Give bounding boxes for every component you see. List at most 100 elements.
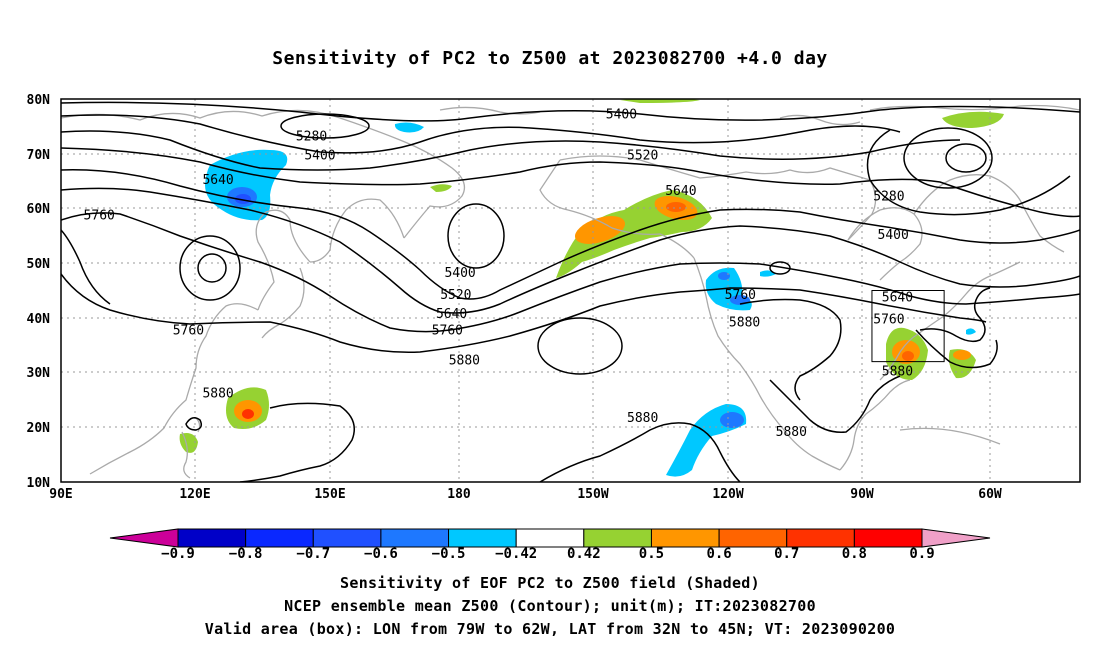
shade-blue-siberia	[205, 149, 288, 221]
z500-contours	[61, 101, 1080, 482]
shade-blue-arctic	[394, 122, 424, 133]
colorbar-tick-label: −0.7	[296, 546, 330, 562]
colorbar-swatch	[245, 528, 314, 548]
lat-label-80N: 80N	[27, 93, 51, 108]
contour-high-pacific	[537, 317, 623, 375]
shade-green-arctic	[620, 99, 700, 103]
contour-label: 5880	[627, 411, 658, 426]
shade-orange-alaska-1	[574, 216, 626, 244]
contour-line	[61, 273, 987, 354]
lat-label-50N: 50N	[27, 257, 51, 272]
contour-label: 5400	[606, 107, 637, 122]
contour-label: 5640	[882, 291, 913, 306]
coast-wus	[693, 257, 841, 471]
colorbar-tick-label: 0.6	[706, 546, 731, 562]
contour-labels: 5280 5400 5400 5520 5640 5640 5280 5400 5760 5400…	[84, 107, 914, 439]
colorbar-tick-label: 0.7	[774, 546, 799, 562]
contour-line	[769, 375, 901, 433]
lat-label-20N: 20N	[27, 421, 51, 436]
shade-red-atlantic	[902, 351, 914, 361]
chart-title: Sensitivity of PC2 to Z500 at 2023082700…	[272, 48, 828, 69]
colorbar-swatch	[853, 528, 923, 548]
coast-siberia-islands	[439, 106, 541, 115]
contour-line	[61, 169, 1080, 300]
coast-asia-north	[61, 109, 466, 239]
contour-high-asia-inner	[197, 253, 227, 283]
colorbar-swatch	[448, 528, 517, 548]
contour-line	[61, 187, 1080, 314]
colorbar-tick-label: −0.8	[229, 546, 263, 562]
caption-shading: Sensitivity of EOF PC2 to Z500 field (Sh…	[340, 574, 760, 592]
lon-label-180: 180	[447, 487, 471, 502]
valid-area-box	[871, 290, 945, 363]
colorbar-tick-label: 0.42	[567, 546, 601, 562]
contour-label: 5400	[304, 148, 335, 163]
coast-okhotsk	[255, 209, 311, 311]
coast-korea-china	[89, 303, 259, 475]
contour-line	[61, 147, 1080, 218]
shade-red-wpac	[242, 409, 254, 419]
contour-line	[866, 129, 1071, 216]
contour-high-asia	[179, 235, 241, 301]
lat-label-70N: 70N	[27, 148, 51, 163]
coast-alaska	[559, 155, 877, 241]
colorbar-tick-label: 0.9	[909, 546, 934, 562]
contour-label: 5760	[432, 324, 463, 339]
coast-hudson	[847, 207, 923, 281]
colorbar-tick-label: −0.6	[364, 546, 398, 562]
caption-valid-area: Valid area (box): LON from 79W to 62W, L…	[204, 620, 896, 638]
colorbar-high-triangle	[921, 528, 991, 548]
contour-label: 5880	[202, 386, 233, 401]
contour-label: 5280	[873, 189, 904, 204]
coast-greenland	[869, 104, 1080, 111]
contour-label: 5760	[725, 288, 756, 303]
contour-label: 5880	[882, 365, 913, 380]
contour-label: 5760	[84, 209, 115, 224]
contour-line	[61, 229, 111, 305]
contour-line	[919, 287, 991, 343]
colorbar-swatch	[177, 528, 247, 548]
contour-low-greenland	[903, 127, 993, 189]
colorbar-tick-label: −0.42	[495, 546, 537, 562]
colorbar-swatch	[650, 528, 720, 548]
contour-line	[539, 422, 741, 482]
lon-label-150E: 150E	[314, 487, 345, 502]
colorbar-swatch	[380, 528, 450, 548]
contour-line	[61, 101, 1080, 122]
contour-label: 5640	[665, 184, 696, 199]
contour-line	[61, 130, 961, 171]
lon-label-90W: 90W	[850, 487, 874, 502]
contour-label: 5400	[444, 266, 475, 281]
lon-label-120W: 120W	[712, 487, 743, 502]
shade-blue-wus-core2	[718, 272, 730, 280]
shade-blue-epac-core	[720, 412, 744, 428]
shade-red-alaska	[666, 202, 686, 212]
coastlines	[61, 104, 1080, 479]
colorbar-low-triangle	[109, 528, 179, 548]
contour-label: 5520	[627, 148, 658, 163]
contour-low-aleut	[447, 203, 505, 269]
contour-label: 5880	[449, 354, 480, 369]
contour-label: 5760	[173, 324, 204, 339]
lat-label-40N: 40N	[27, 312, 51, 327]
contour-label: 5520	[440, 288, 471, 303]
contour-label: 5400	[878, 228, 909, 243]
colorbar-swatch	[718, 528, 788, 548]
contour-line	[61, 212, 1080, 333]
contour-label: 5280	[296, 129, 327, 144]
coast-philippines	[181, 431, 191, 479]
colorbar-swatch	[515, 528, 585, 548]
contour-low-greenland-inner	[945, 143, 987, 173]
contour-label: 5640	[202, 173, 233, 188]
lon-label-150W: 150W	[577, 487, 608, 502]
coast-arctic-islands	[779, 114, 861, 126]
caption-contour: NCEP ensemble mean Z500 (Contour); unit(…	[284, 597, 816, 615]
shade-orange-atlantic2	[953, 350, 971, 360]
coast-kamchatka	[309, 198, 405, 263]
contour-line	[185, 417, 203, 431]
contour-label: 5640	[436, 307, 467, 322]
colorbar-swatch	[583, 528, 652, 548]
lon-label-120E: 120E	[179, 487, 210, 502]
coast-caribbean	[899, 427, 1001, 445]
contour-line	[915, 329, 998, 369]
